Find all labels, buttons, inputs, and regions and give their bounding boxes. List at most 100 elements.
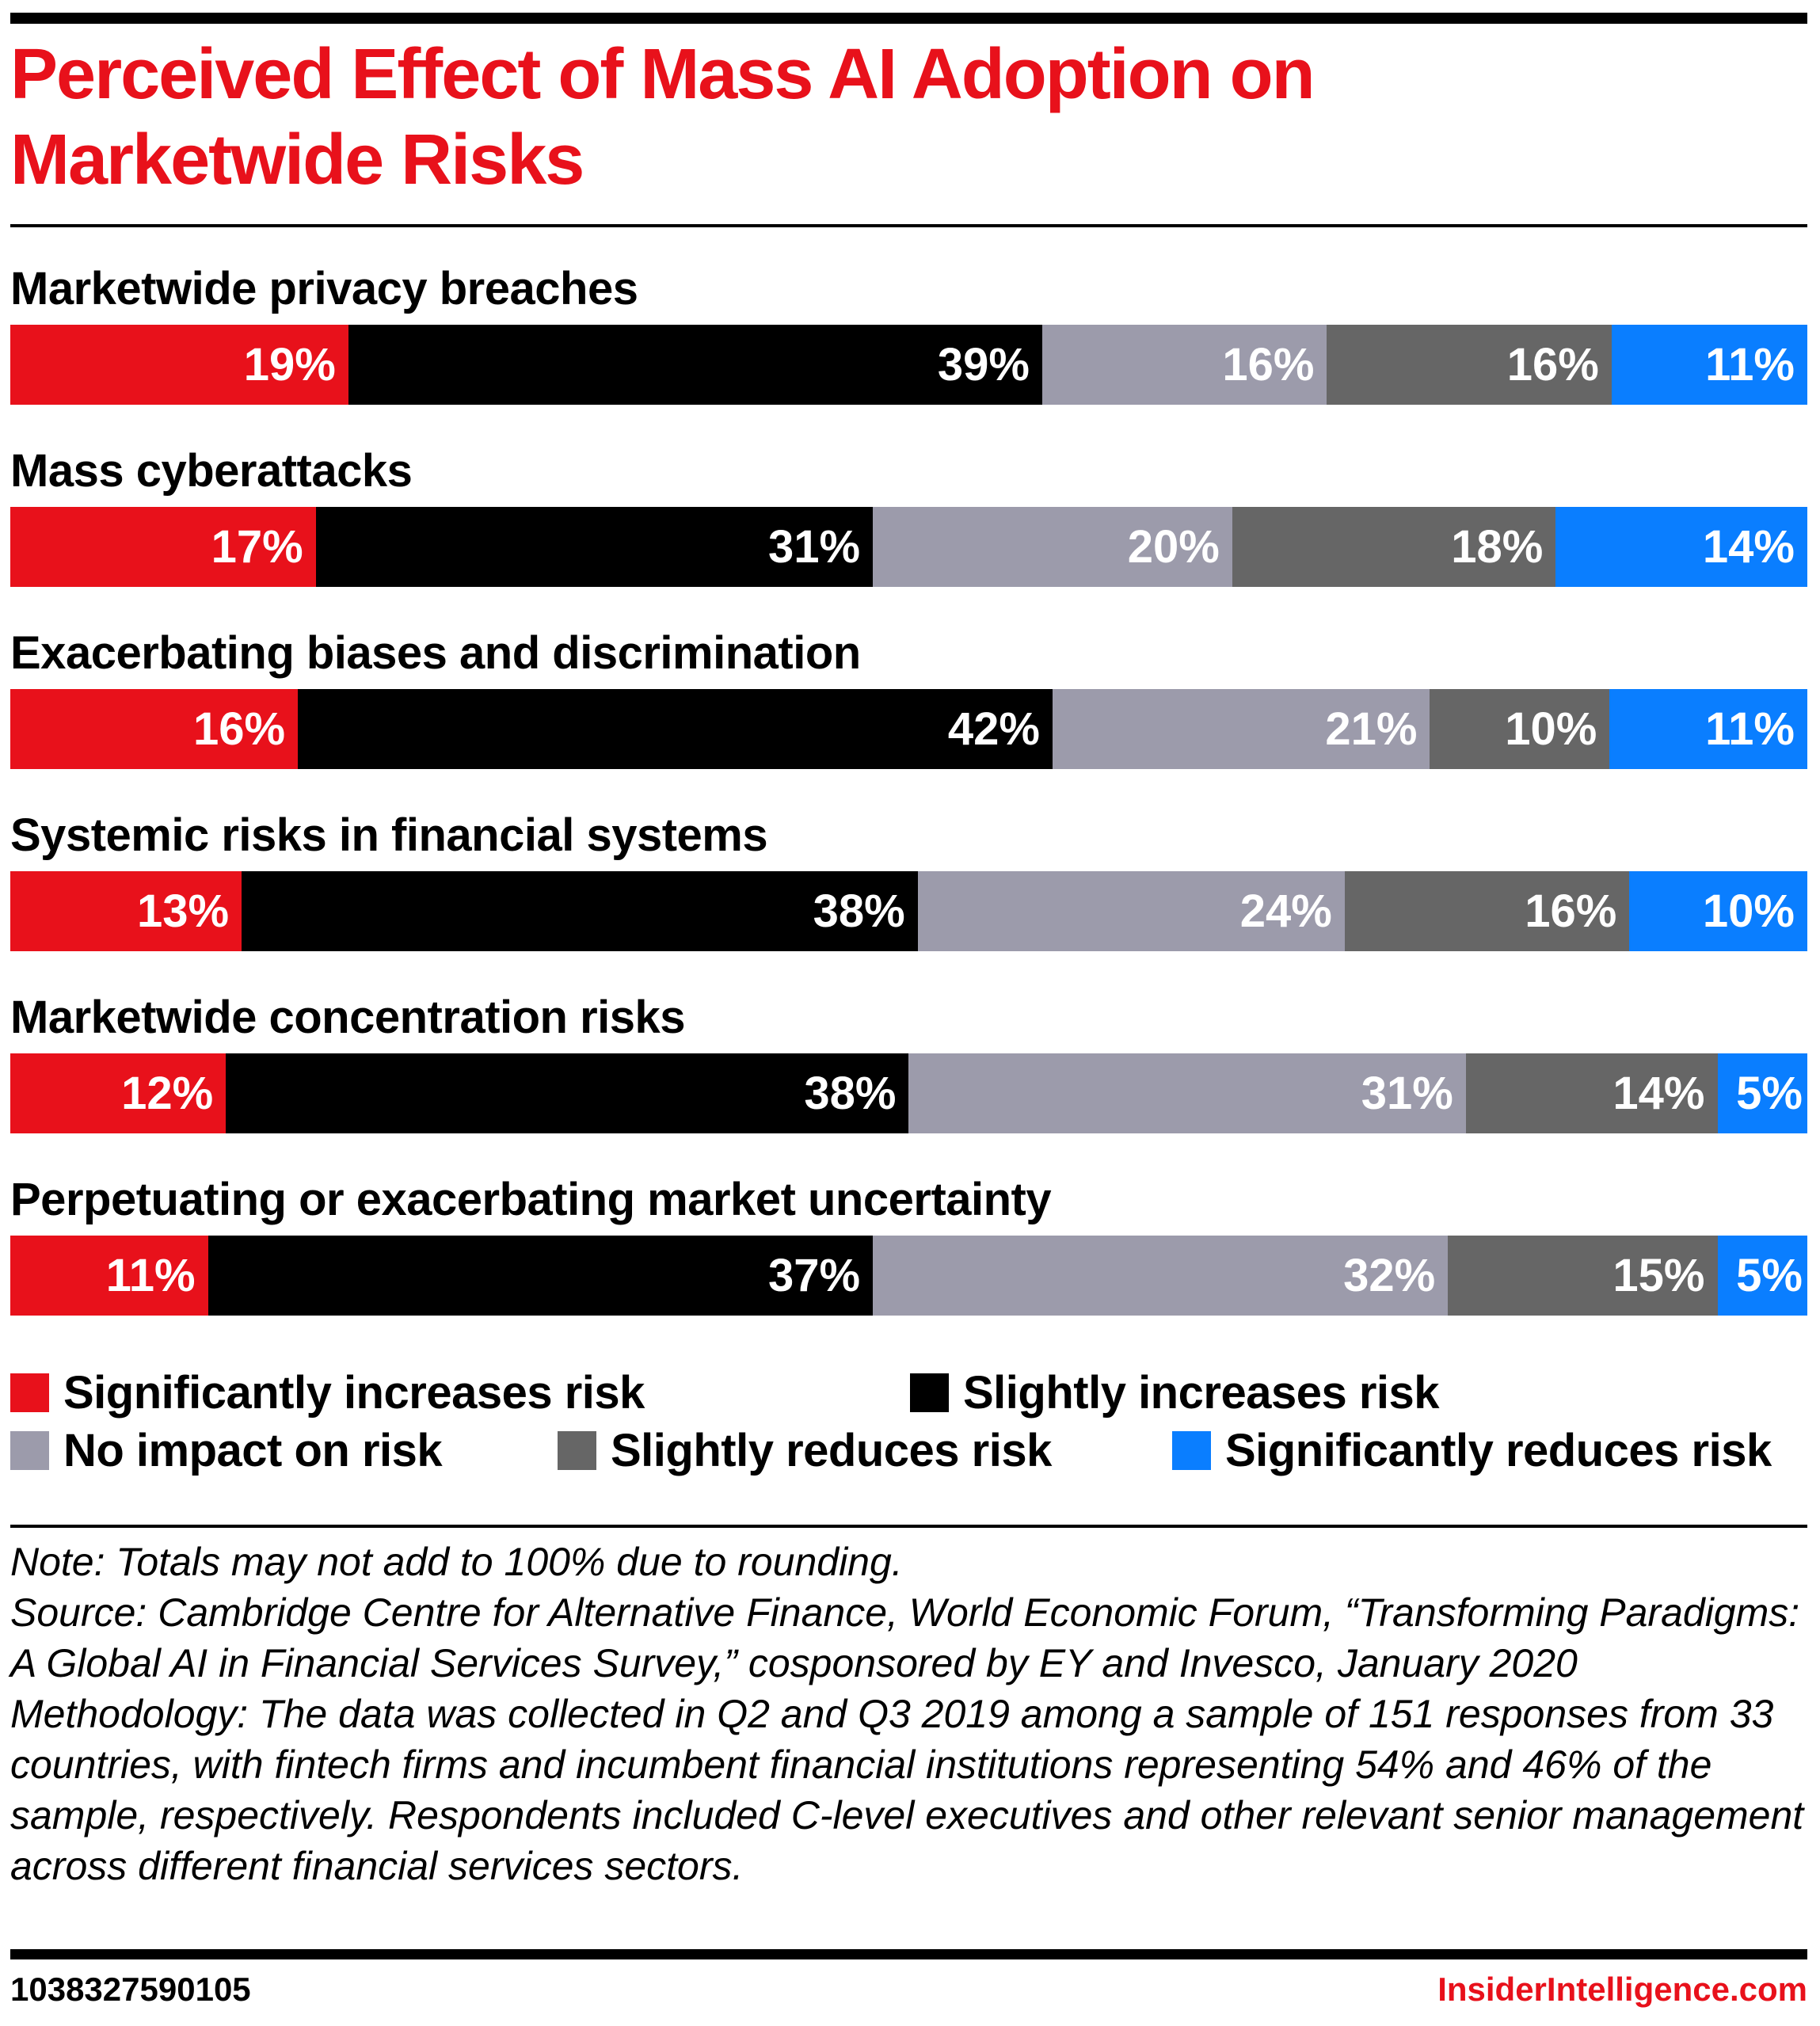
- data-label: 15%: [1612, 1250, 1705, 1301]
- category-label: Marketwide concentration risks: [10, 992, 686, 1043]
- legend-swatch: [1172, 1431, 1211, 1470]
- data-label: 11%: [105, 1250, 196, 1301]
- legend-item-no-impact: No impact on risk: [10, 1424, 443, 1477]
- legend-swatch: [910, 1373, 949, 1412]
- bar-segment: 18%: [1232, 507, 1556, 587]
- note-text: Note: Totals may not add to 100% due to …: [10, 1540, 903, 1584]
- bar-segment: 16%: [10, 689, 299, 769]
- data-label: 14%: [1612, 1068, 1705, 1119]
- chart-row: Marketwide concentration risks 12% 38% 31% 1…: [10, 990, 1807, 1172]
- data-label: 42%: [947, 703, 1040, 755]
- data-label: 24%: [1239, 885, 1332, 937]
- bar-segment: 11%: [10, 1236, 208, 1316]
- category-label: Marketwide privacy breaches: [10, 263, 638, 314]
- data-label: 16%: [1222, 339, 1315, 390]
- chart-row: Marketwide privacy breaches 19% 39% 16% 16% 1…: [10, 261, 1807, 444]
- bar-segment: 37%: [208, 1236, 874, 1316]
- source-text: Source: Cambridge Centre for Alternative…: [10, 1590, 1800, 1685]
- bar-segment: 16%: [1344, 871, 1630, 951]
- legend-label: Significantly reduces risk: [1225, 1425, 1772, 1476]
- data-label: 31%: [768, 521, 861, 573]
- bar-segment: 14%: [1555, 507, 1807, 587]
- data-label: 11%: [1705, 703, 1795, 755]
- bar-segment: 32%: [873, 1236, 1449, 1316]
- data-label: 32%: [1343, 1250, 1436, 1301]
- chart-row: Perpetuating or exacerbating market unce…: [10, 1172, 1807, 1354]
- bar-segment: 38%: [226, 1053, 909, 1133]
- methodology-text: Methodology: The data was collected in Q…: [10, 1692, 1804, 1888]
- data-label: 19%: [243, 339, 336, 390]
- bottom-border: [10, 1949, 1807, 1959]
- bar-segment: 12%: [10, 1053, 227, 1133]
- bar-segment: 42%: [298, 689, 1053, 769]
- data-label: 16%: [1525, 885, 1617, 937]
- legend-label: Significantly increases risk: [63, 1367, 645, 1419]
- chart-row: Mass cyberattacks 17% 31% 20% 18% 14%: [10, 444, 1807, 626]
- legend-swatch: [10, 1373, 49, 1412]
- bar-segment: 16%: [1327, 325, 1612, 405]
- bar-segment: 10%: [1430, 689, 1610, 769]
- data-label: 31%: [1361, 1068, 1453, 1119]
- brand-link[interactable]: InsiderIntelligence.com: [1437, 1971, 1807, 2008]
- data-label: 16%: [192, 703, 286, 755]
- top-border: [10, 13, 1807, 24]
- data-label: 39%: [937, 339, 1030, 390]
- data-label: 17%: [211, 521, 303, 573]
- bar-segment: 20%: [873, 507, 1232, 587]
- legend-item-significantly-reduces: Significantly reduces risk: [1172, 1424, 1772, 1477]
- chart-row: Systemic risks in financial systems 13% 38…: [10, 808, 1807, 990]
- title-divider: [10, 224, 1807, 227]
- bar-segment: 31%: [315, 507, 874, 587]
- bar-segment: 38%: [242, 871, 918, 951]
- bar-segment: 39%: [348, 325, 1042, 405]
- category-label: Systemic risks in financial systems: [10, 809, 768, 861]
- chart-row: Exacerbating biases and discrimination 16…: [10, 626, 1807, 808]
- stacked-bar: 11% 37% 32% 15% 5%: [10, 1236, 1807, 1316]
- data-label: 18%: [1451, 521, 1544, 573]
- chart-id: 1038327590105: [10, 1971, 251, 2008]
- data-label: 5%: [1736, 1068, 1803, 1119]
- legend-item-slightly-reduces: Slightly reduces risk: [558, 1424, 1052, 1477]
- category-label: Perpetuating or exacerbating market unce…: [10, 1174, 1052, 1225]
- bar-segment: 13%: [10, 871, 242, 951]
- bar-segment: 19%: [10, 325, 348, 405]
- bar-segment: 5%: [1717, 1053, 1807, 1133]
- bar-segment: 11%: [1609, 689, 1807, 769]
- bar-segment: 14%: [1465, 1053, 1718, 1133]
- data-label: 10%: [1702, 885, 1795, 937]
- data-label: 12%: [121, 1068, 214, 1119]
- stacked-bar: 16% 42% 21% 10% 11%: [10, 689, 1807, 769]
- legend: Significantly increases risk Slightly in…: [10, 1366, 1816, 1493]
- legend-item-slightly-increases: Slightly increases risk: [910, 1366, 1440, 1419]
- data-label: 13%: [136, 885, 230, 937]
- data-label: 16%: [1506, 339, 1599, 390]
- chart-title: Perceived Effect of Mass AI Adoption on …: [10, 35, 1316, 200]
- data-label: 37%: [768, 1250, 861, 1301]
- data-label: 38%: [813, 885, 905, 937]
- bar-segment: 21%: [1053, 689, 1430, 769]
- legend-item-significantly-increases: Significantly increases risk: [10, 1366, 645, 1419]
- stacked-bar: 19% 39% 16% 16% 11%: [10, 325, 1807, 405]
- legend-label: Slightly increases risk: [963, 1367, 1440, 1419]
- bar-segment: 17%: [10, 507, 316, 587]
- category-label: Mass cyberattacks: [10, 445, 413, 497]
- data-label: 14%: [1702, 521, 1795, 573]
- bar-segment: 16%: [1041, 325, 1327, 405]
- legend-label: Slightly reduces risk: [611, 1425, 1052, 1476]
- bar-segment: 15%: [1448, 1236, 1718, 1316]
- data-label: 21%: [1325, 703, 1418, 755]
- data-label: 38%: [804, 1068, 897, 1119]
- chart-rows: Marketwide privacy breaches 19% 39% 16% 16% 1…: [10, 261, 1807, 1354]
- bar-segment: 5%: [1717, 1236, 1807, 1316]
- bar-segment: 11%: [1611, 325, 1807, 405]
- stacked-bar: 17% 31% 20% 18% 14%: [10, 507, 1807, 587]
- stacked-bar: 13% 38% 24% 16% 10%: [10, 871, 1807, 951]
- legend-label: No impact on risk: [63, 1425, 443, 1476]
- category-label: Exacerbating biases and discrimination: [10, 627, 861, 679]
- notes: Note: Totals may not add to 100% due to …: [10, 1537, 1807, 1891]
- bar-segment: 24%: [917, 871, 1345, 951]
- data-label: 5%: [1736, 1250, 1803, 1301]
- data-label: 10%: [1505, 703, 1597, 755]
- bar-segment: 10%: [1629, 871, 1807, 951]
- stacked-bar: 12% 38% 31% 14% 5%: [10, 1053, 1807, 1133]
